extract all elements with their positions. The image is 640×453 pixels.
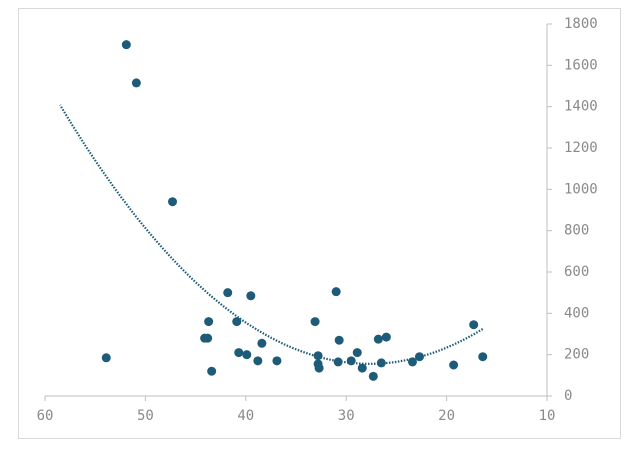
x-tick-label: 30 — [338, 408, 355, 424]
point — [313, 351, 323, 361]
point — [407, 357, 417, 367]
point — [334, 335, 344, 345]
point — [469, 320, 479, 330]
point — [310, 317, 320, 327]
point — [168, 197, 178, 207]
point — [223, 288, 233, 298]
point — [232, 317, 242, 327]
point — [204, 317, 214, 327]
point — [414, 352, 424, 362]
x-tick-label: 20 — [438, 408, 455, 424]
point — [203, 333, 213, 343]
point — [333, 357, 343, 367]
point — [207, 366, 217, 376]
point — [257, 338, 267, 348]
y-tick-label: 0 — [564, 388, 572, 404]
point — [242, 350, 252, 360]
point — [352, 348, 362, 358]
x-tick-label: 50 — [137, 408, 154, 424]
point — [234, 348, 244, 358]
point — [381, 332, 391, 342]
x-tick-label: 10 — [539, 408, 556, 424]
point — [373, 334, 383, 344]
point — [368, 371, 378, 381]
y-tick-label: 400 — [564, 305, 589, 321]
y-tick-label: 200 — [564, 347, 589, 363]
chart-border — [18, 8, 621, 439]
point — [253, 356, 263, 366]
point — [357, 363, 367, 373]
y-tick-label: 1400 — [564, 99, 598, 115]
y-tick-label: 1600 — [564, 57, 598, 73]
y-tick-label: 1000 — [564, 181, 598, 197]
point — [478, 352, 488, 362]
y-tick-label: 600 — [564, 264, 589, 280]
point — [246, 291, 256, 301]
y-tick-label: 800 — [564, 223, 589, 239]
point — [449, 360, 459, 370]
point — [314, 363, 324, 373]
x-tick-label: 60 — [37, 408, 54, 424]
point — [131, 78, 141, 88]
point — [121, 40, 131, 50]
y-tick-label: 1800 — [564, 16, 598, 32]
x-tick-label: 40 — [237, 408, 254, 424]
y-tick-label: 1200 — [564, 140, 598, 156]
point — [101, 353, 111, 363]
point — [331, 287, 341, 297]
point — [272, 356, 282, 366]
point — [376, 358, 386, 368]
point — [346, 356, 356, 366]
trendline — [59, 104, 484, 365]
